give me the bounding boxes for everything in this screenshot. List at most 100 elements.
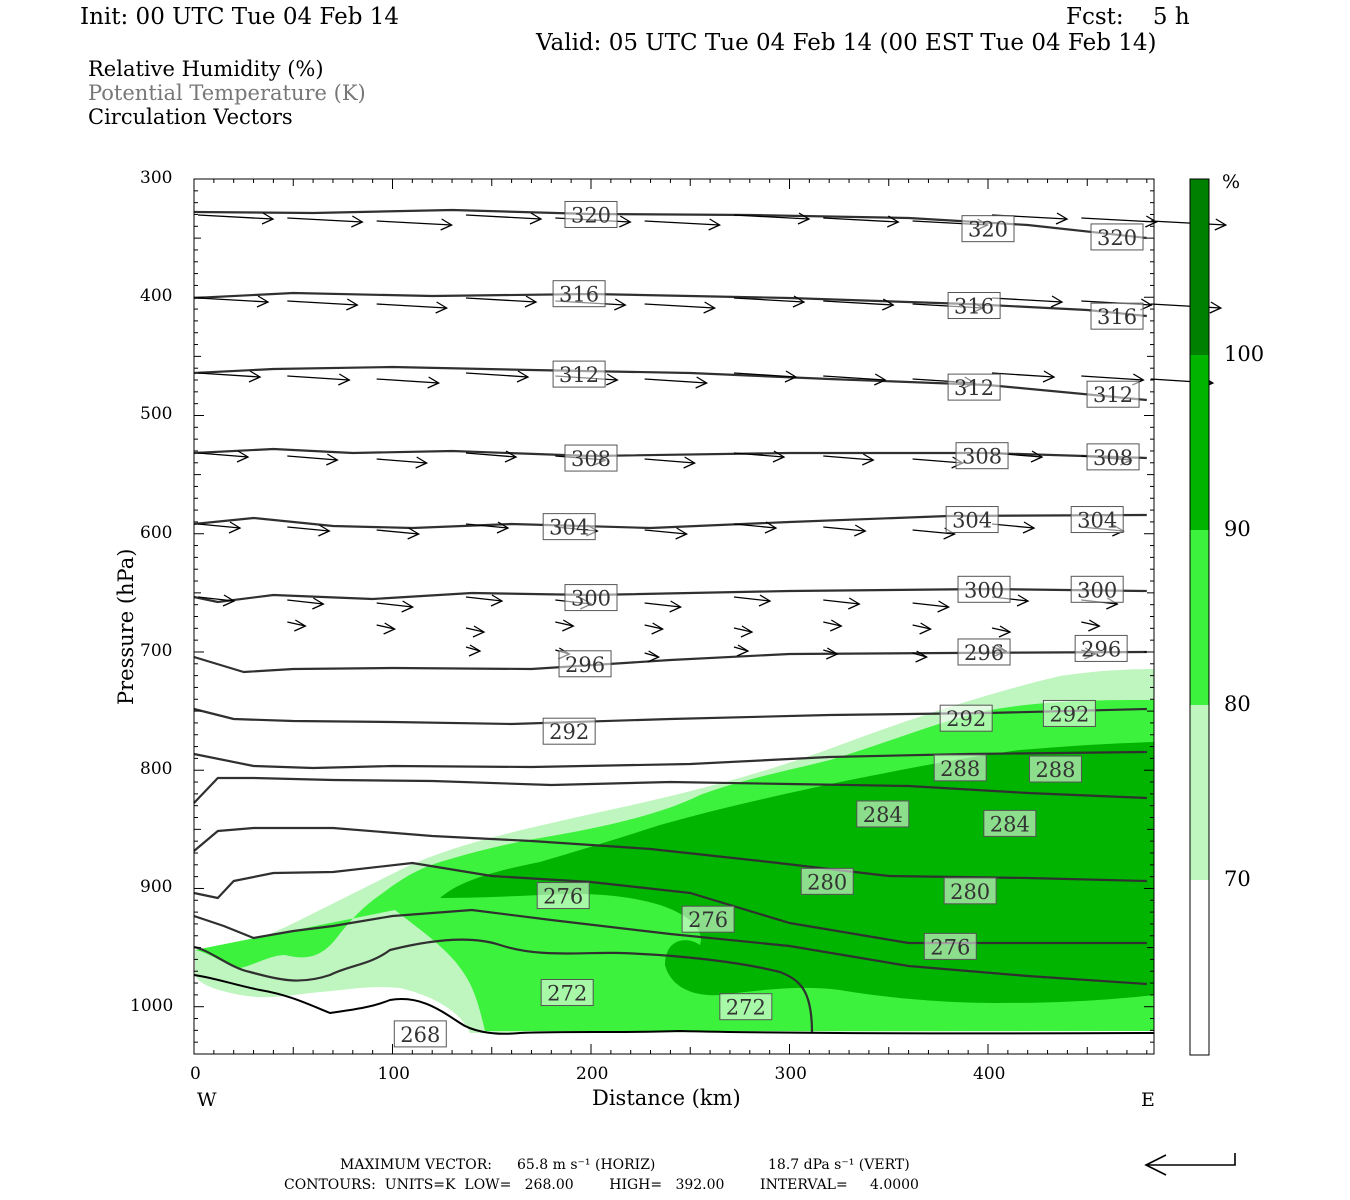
circulation-vector	[287, 599, 324, 605]
circulation-vector-head	[651, 622, 665, 635]
circulation-vector	[1150, 303, 1221, 309]
circulation-vector-head	[606, 373, 619, 386]
humidity-colorbar	[1189, 178, 1210, 1056]
circulation-vector-head	[862, 453, 875, 466]
contour-label-text: 320	[968, 218, 1008, 242]
circulation-vector	[644, 602, 681, 608]
y-tick-label: 500	[140, 404, 173, 425]
contour-label: 308	[564, 444, 618, 472]
contour-label: 268	[393, 1020, 447, 1048]
contour-label: 304	[1070, 506, 1124, 534]
circulation-vector	[197, 452, 249, 458]
y-tick-label: 900	[140, 877, 173, 898]
contour-label-box	[1090, 302, 1144, 330]
contour-label-text: 308	[571, 447, 611, 471]
circulation-vector-head	[740, 625, 754, 638]
circulation-vector	[287, 621, 306, 627]
contour-label-box	[1086, 443, 1140, 471]
contour-label-box	[681, 905, 735, 933]
contour-label-text: 280	[807, 870, 847, 894]
x-tick-label: 400	[973, 1064, 1006, 1084]
circulation-vector-head	[792, 295, 806, 308]
circulation-vector	[197, 596, 235, 602]
circulation-vector	[912, 458, 963, 464]
contour-label-box	[933, 754, 987, 782]
contour-label: 272	[540, 979, 594, 1007]
circulation-vector	[644, 529, 687, 535]
circulation-vector-head	[261, 212, 275, 225]
contour-label: 288	[933, 754, 987, 782]
circulation-vector-head	[647, 650, 661, 663]
contour-label-box	[552, 360, 606, 388]
legend-circulation-vectors: Circulation Vectors	[88, 105, 293, 129]
contour-label-box	[983, 809, 1037, 837]
contour-label-box	[1074, 634, 1128, 662]
circulation-vector	[465, 452, 517, 458]
circulation-vector-head	[228, 521, 242, 534]
circulation-vector-head	[496, 521, 510, 534]
x-axis-label: Distance (km)	[592, 1086, 741, 1110]
circulation-vector-head	[338, 373, 351, 386]
circulation-vector	[465, 372, 529, 378]
circulation-vector	[376, 378, 439, 384]
colorbar-swatch-below-70	[1190, 880, 1209, 1055]
circulation-vector	[991, 523, 1035, 529]
contour-label: 272	[719, 993, 773, 1021]
circulation-vector	[733, 214, 809, 220]
circulation-vector-head	[529, 212, 543, 225]
circulation-vector	[644, 378, 707, 384]
circulation-vector	[465, 596, 503, 602]
circulation-vector	[376, 624, 395, 630]
circulation-vector-head	[415, 456, 429, 469]
circulation-vector-head	[472, 625, 486, 638]
max-vector-prefix: MAXIMUM VECTOR:	[340, 1157, 492, 1173]
circulation-vector-head	[683, 456, 697, 469]
contour-label: 316	[947, 292, 1001, 320]
circulation-vector-head	[797, 212, 811, 225]
contour-label-box	[945, 506, 999, 534]
x-tick-label: 300	[774, 1064, 807, 1084]
theta-contour-line	[193, 707, 1147, 726]
circulation-vector	[287, 375, 350, 381]
circulation-vector-head	[516, 370, 530, 383]
chart-axes	[193, 178, 1209, 1055]
circulation-vector	[555, 621, 574, 627]
contour-label-text: 296	[964, 641, 1004, 665]
circulation-vector	[1081, 375, 1144, 381]
contour-info: CONTOURS: UNITS=K LOW= 268.00 HIGH= 392.…	[284, 1177, 919, 1193]
theta-contour-line	[193, 861, 1147, 945]
contour-label-box	[947, 292, 1001, 320]
contour-label: 316	[552, 280, 606, 308]
contour-label-text: 308	[962, 445, 1002, 469]
circulation-vector-head	[236, 450, 250, 463]
colorbar-tick-label: 90	[1224, 517, 1251, 541]
circulation-vector-head	[882, 298, 895, 311]
circulation-vector-head	[695, 376, 709, 389]
x-tick-label: 100	[377, 1064, 410, 1084]
contour-label-box	[1042, 699, 1096, 727]
theta-contour-line	[193, 513, 1147, 530]
contour-label: 308	[1086, 443, 1140, 471]
contour-label: 280	[943, 877, 997, 905]
contour-label-text: 316	[559, 283, 599, 307]
contour-label: 316	[1090, 302, 1144, 330]
contour-label-text: 304	[1077, 509, 1117, 533]
circulation-vector	[1081, 621, 1100, 627]
circulation-vector	[287, 300, 358, 306]
circulation-vector-head	[669, 600, 683, 613]
circulation-vector-head	[1042, 370, 1056, 383]
circulation-vector-head	[468, 644, 482, 657]
colorbar-swatch-100	[1190, 179, 1209, 355]
contour-label: 284	[856, 800, 910, 828]
contour-label: 300	[957, 575, 1011, 603]
circulation-vector-head	[401, 600, 415, 613]
circulation-vector-head	[614, 298, 627, 311]
circulation-vector	[733, 627, 753, 633]
circulation-vector	[287, 217, 363, 223]
y-axis-label: Pressure (hPa)	[114, 548, 138, 705]
circulation-vector-head	[1055, 212, 1069, 225]
contour-labels: 320 320 320 316 316 316 312 312 312 308 308 308 304 3…	[393, 200, 1144, 1048]
circulation-vector	[376, 529, 419, 535]
contour-label-box	[719, 993, 773, 1021]
circulation-vector-head	[675, 527, 689, 540]
